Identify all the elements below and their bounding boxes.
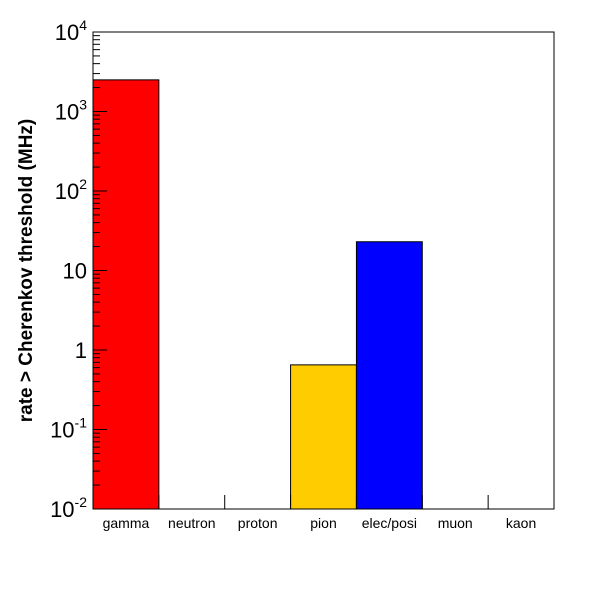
y-axis-label: rate > Cherenkov threshold (MHz)	[16, 119, 37, 423]
y-tick-base: 10	[50, 418, 74, 443]
y-tick-exponent: 2	[79, 176, 87, 192]
category-label: kaon	[506, 515, 536, 531]
y-tick-base: 10	[50, 497, 74, 522]
y-tick-base: 10	[63, 259, 87, 284]
category-ticks	[158, 495, 489, 509]
y-tick-label: 103	[55, 97, 87, 125]
category-label: muon	[438, 515, 473, 531]
y-tick-label: 10-1	[50, 415, 87, 443]
plot-frame	[92, 31, 555, 510]
y-tick-base: 10	[55, 20, 79, 45]
y-tick-base: 1	[75, 338, 87, 363]
y-tick-label: 102	[55, 176, 87, 204]
y-tick-exponent: 4	[79, 17, 87, 33]
category-label: elec/posi	[362, 515, 417, 531]
category-label: proton	[238, 515, 278, 531]
y-tick-label: 1	[75, 338, 87, 363]
bar-pion	[290, 364, 357, 510]
y-tick-exponent: 3	[79, 97, 87, 113]
y-tick-base: 10	[55, 179, 79, 204]
category-labels: gamma neutron proton pion elec/posi muon kaon	[103, 515, 537, 531]
category-label: gamma	[103, 515, 150, 531]
y-tick-exponent: -2	[75, 494, 88, 510]
y-tick-label: 10	[63, 259, 87, 284]
bars-group	[92, 79, 423, 510]
y-tick-exponent: -1	[75, 415, 88, 431]
y-tick-base: 10	[55, 100, 79, 125]
category-label: pion	[310, 515, 336, 531]
y-tick-label: 10-2	[50, 494, 87, 522]
bar-gamma	[92, 79, 160, 510]
bar-elec-posi	[355, 241, 423, 510]
y-tick-label: 104	[55, 17, 87, 45]
category-label: neutron	[168, 515, 215, 531]
